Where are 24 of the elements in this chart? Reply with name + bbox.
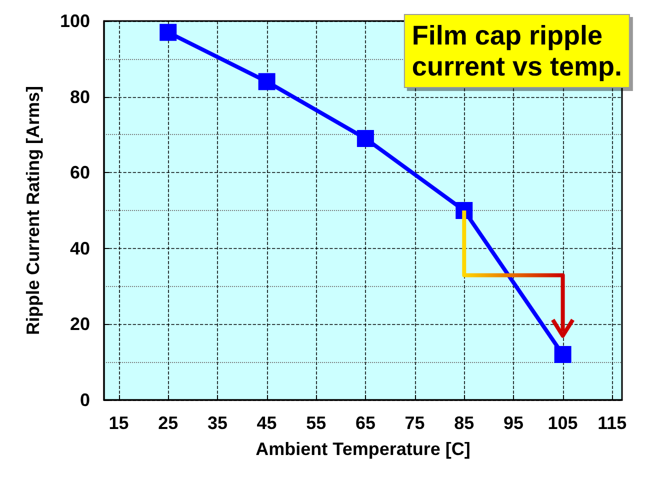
y-tick-label: 80	[70, 86, 90, 107]
x-tick-label: 15	[108, 413, 129, 433]
point	[554, 346, 572, 364]
x-tick-label: 95	[503, 413, 524, 433]
x-tick-label: 85	[454, 413, 474, 433]
y-tick-label: 60	[70, 162, 90, 183]
point	[356, 130, 374, 147]
x-tick-label: 115	[598, 413, 627, 433]
y-tick-label: 20	[70, 314, 90, 334]
point	[258, 73, 276, 90]
y-tick-label: 100	[60, 11, 90, 31]
x-tick-label: 25	[158, 413, 178, 433]
point	[160, 24, 177, 41]
y-tick-label: 0	[80, 390, 90, 410]
x-tick-label: 55	[306, 413, 326, 433]
x-tick-label: 65	[355, 413, 376, 433]
y-tick-label: 40	[70, 238, 90, 258]
x-tick-label: 35	[207, 413, 228, 433]
x-tick-label: 105	[548, 413, 578, 433]
x-tick-label: 45	[256, 413, 277, 433]
x-axis-title: Ambient Temperature [C]	[256, 439, 470, 459]
y-axis-title: Ripple Current Rating [Arms]	[23, 86, 43, 336]
x-tick-label: 75	[404, 413, 425, 433]
text: Film cap ripple current vs temp.	[412, 20, 622, 82]
